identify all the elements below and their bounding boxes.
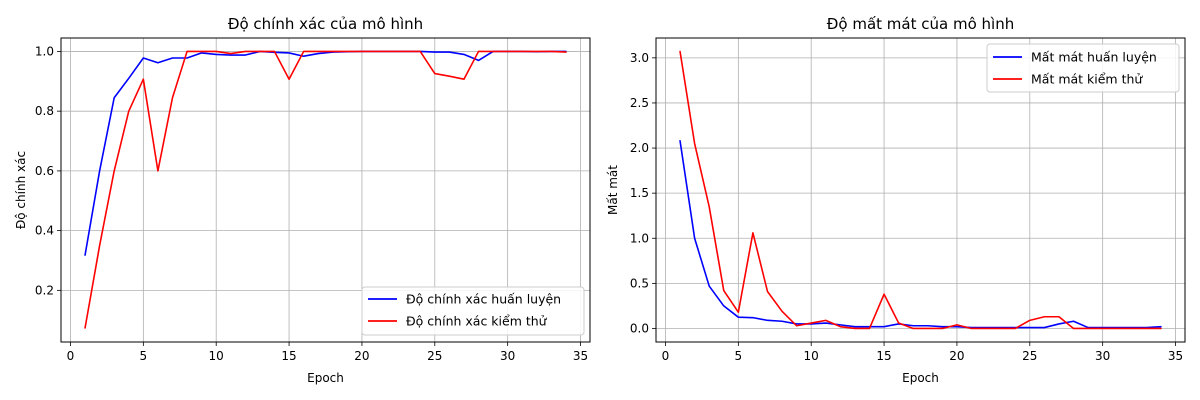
accuracy-y-tick-label: 0.4	[35, 224, 54, 238]
accuracy-x-tick-label: 20	[354, 349, 369, 363]
accuracy-series-line-train	[84, 50, 567, 256]
loss-series-line-train	[679, 140, 1162, 329]
accuracy-y-tick-label: 0.8	[35, 104, 54, 118]
accuracy-x-tick-label: 10	[209, 349, 224, 363]
loss-y-tick-label: 1.5	[630, 186, 649, 200]
loss-y-tick-label: 3.0	[630, 51, 649, 65]
accuracy-x-tick-label: 5	[140, 349, 148, 363]
loss-x-tick-label: 20	[949, 349, 964, 363]
loss-chart-title: Độ mất mát của mô hình	[827, 15, 1014, 33]
loss-ticks: 0 5 10 15 20 25 30 35 0.0 0.5 1.0 1.5 2.0 2.5 3.0	[630, 51, 1183, 363]
accuracy-x-tick-label: 0	[67, 349, 75, 363]
loss-x-tick-label: 35	[1168, 349, 1183, 363]
accuracy-legend-box	[361, 286, 585, 336]
accuracy-chart: 0 5 10 15 20 25 30 35 0.2 0.4 0.6 0.8 1.0 Độ chính x…	[14, 15, 591, 385]
accuracy-y-axis-label: Độ chính xác	[14, 151, 28, 229]
accuracy-y-tick-label: 1.0	[35, 44, 54, 58]
accuracy-x-tick-label: 15	[281, 349, 296, 363]
accuracy-legend: Độ chính xác huấn luyện Độ chính xác kiể…	[361, 286, 585, 336]
accuracy-ticks: 0 5 10 15 20 25 30 35 0.2 0.4 0.6 0.8 1.0	[35, 44, 588, 363]
loss-series	[679, 50, 1162, 330]
loss-legend: Mất mát huấn luyện Mất mát kiểm thử	[986, 43, 1180, 93]
loss-chart: 0 5 10 15 20 25 30 35 0.0 0.5 1.0 1.5 2.0 2.5 3.0 Độ m…	[606, 15, 1186, 385]
accuracy-y-tick-label: 0.2	[35, 283, 54, 297]
accuracy-plot-frame	[60, 37, 591, 343]
loss-y-tick-label: 0.5	[630, 276, 649, 290]
loss-x-tick-label: 0	[662, 349, 670, 363]
accuracy-x-tick-label: 35	[573, 349, 588, 363]
loss-legend-label-val: Mất mát kiểm thử	[1031, 72, 1143, 87]
loss-legend-box	[986, 43, 1180, 93]
loss-x-tick-label: 10	[804, 349, 819, 363]
loss-legend-label-train: Mất mát huấn luyện	[1031, 50, 1157, 65]
accuracy-grid	[61, 38, 590, 342]
loss-y-tick-label: 1.0	[630, 231, 649, 245]
loss-x-tick-label: 30	[1095, 349, 1110, 363]
accuracy-series-line-val	[84, 50, 567, 329]
loss-plot-frame	[655, 37, 1186, 343]
loss-x-tick-label: 25	[1022, 349, 1037, 363]
loss-x-tick-label: 5	[735, 349, 743, 363]
loss-x-axis-label: Epoch	[902, 371, 939, 385]
accuracy-x-axis-label: Epoch	[307, 371, 344, 385]
loss-x-tick-label: 15	[876, 349, 891, 363]
accuracy-legend-label-train: Độ chính xác huấn luyện	[406, 292, 561, 307]
loss-y-tick-label: 0.0	[630, 321, 649, 335]
accuracy-x-tick-label: 25	[427, 349, 442, 363]
accuracy-x-tick-label: 30	[500, 349, 515, 363]
accuracy-legend-label-val: Độ chính xác kiểm thử	[406, 314, 548, 329]
accuracy-y-tick-label: 0.6	[35, 164, 54, 178]
accuracy-chart-title: Độ chính xác của mô hình	[228, 15, 423, 33]
loss-series-line-val	[679, 50, 1162, 330]
accuracy-series	[84, 50, 567, 329]
loss-y-tick-label: 2.5	[630, 96, 649, 110]
loss-y-axis-label: Mất mát	[606, 165, 620, 215]
loss-y-tick-label: 2.0	[630, 141, 649, 155]
